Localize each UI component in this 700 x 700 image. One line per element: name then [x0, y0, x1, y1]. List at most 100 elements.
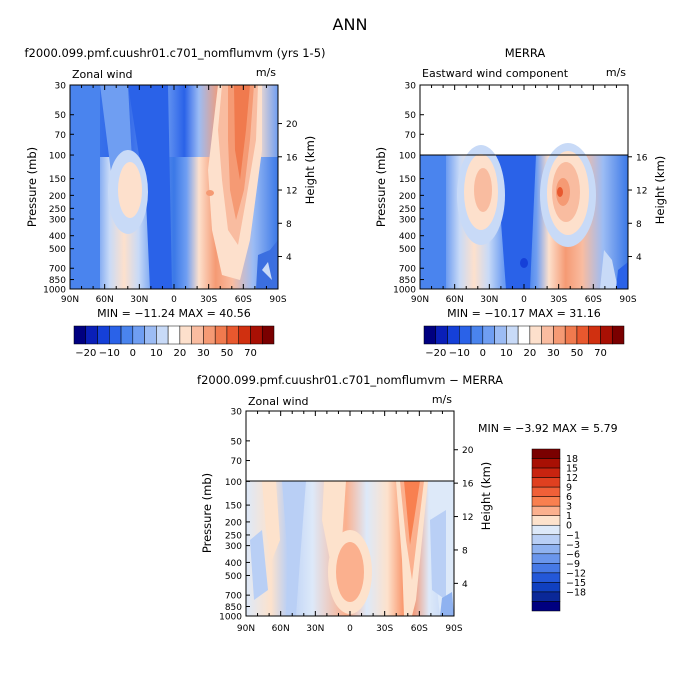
colorbar-swatch — [531, 477, 561, 488]
colorbar-label: 15 — [566, 464, 578, 475]
colorbar-label: −20 — [425, 348, 446, 359]
x-tick-label: 60N — [96, 295, 114, 305]
x-tick-label: 90S — [445, 624, 462, 634]
y-tick-label: 500 — [399, 245, 416, 255]
contour-field — [70, 85, 278, 289]
panel-difference: f2000.099.pmf.cuushr01.c701_nomflumvm − … — [197, 373, 618, 634]
y2-axis-label: Height (km) — [479, 462, 493, 531]
colorbar-label: 0 — [566, 521, 572, 532]
y-axis-label: Pressure (mb) — [200, 473, 214, 553]
y2-tick-label: 4 — [286, 253, 292, 263]
colorbar-swatch — [531, 496, 561, 507]
units-label: m/s — [606, 66, 626, 79]
y2-tick-label: 12 — [636, 187, 647, 197]
x-axis: 90N 60N 30N 0 30S 60S 90S — [237, 411, 463, 634]
y-tick-label: 150 — [399, 175, 416, 185]
colorbar-label: 18 — [566, 454, 578, 465]
y2-tick-label: 4 — [462, 580, 468, 590]
y-tick-label: 850 — [399, 276, 416, 286]
x-tick-label: 60S — [585, 295, 602, 305]
colorbar-swatch — [109, 325, 122, 345]
y-tick-label: 70 — [55, 131, 67, 141]
y2-tick-label: 8 — [462, 546, 468, 556]
colorbar-swatch — [447, 325, 460, 345]
colorbar-swatch — [214, 325, 228, 345]
colorbar-swatch — [529, 325, 542, 345]
y-tick-label: 70 — [405, 131, 417, 141]
x-tick-label: 90N — [61, 295, 79, 305]
panel-title: f2000.099.pmf.cuushr01.c701_nomflumvm − … — [197, 373, 503, 387]
colorbar-label: −1 — [566, 530, 580, 541]
colorbar-swatch — [588, 325, 601, 345]
colorbar-label: −10 — [99, 348, 120, 359]
colorbar-swatch — [120, 325, 134, 345]
x-tick-label: 90N — [237, 624, 255, 634]
units-label: m/s — [432, 393, 452, 406]
colorbar-swatch — [564, 325, 578, 345]
colorbar-label: 50 — [221, 348, 234, 359]
colorbar-swatch — [531, 553, 561, 564]
panel-model: f2000.099.pmf.cuushr01.c701_nomflumvm (y… — [24, 46, 325, 359]
x-tick-label: 60S — [235, 295, 252, 305]
colorbar-label: −15 — [566, 578, 586, 589]
y-tick-label: 200 — [49, 192, 66, 202]
x-tick-label: 30N — [480, 295, 498, 305]
colorbar-label: 20 — [174, 348, 187, 359]
colorbar-swatch — [531, 515, 561, 526]
colorbar-swatch — [238, 325, 251, 345]
y-tick-label: 1000 — [393, 286, 416, 296]
y-axis-label: Pressure (mb) — [374, 147, 388, 227]
colorbar-swatch — [531, 563, 561, 574]
colorbar-label: 70 — [244, 348, 257, 359]
y2-tick-label: 4 — [636, 253, 642, 263]
colorbar-swatch — [167, 325, 181, 345]
colorbar-swatch — [531, 582, 561, 593]
colorbar-label: −20 — [75, 348, 96, 359]
stats-label: MIN = −3.92 MAX = 5.79 — [478, 422, 618, 435]
y-tick-label: 50 — [55, 111, 67, 121]
colorbar-label: 9 — [566, 483, 572, 494]
colorbar-label: −18 — [566, 587, 586, 598]
y-tick-label: 50 — [405, 111, 417, 121]
colorbar-swatch — [531, 467, 561, 478]
y2-axis: 4 8 12 16 20 — [278, 120, 298, 263]
colorbar-label: 12 — [566, 473, 578, 484]
y-tick-label: 300 — [225, 542, 242, 552]
colorbar-swatch — [250, 325, 263, 345]
x-axis: 90N 60N 30N 0 30S 60S 90S — [61, 85, 287, 305]
x-tick-label: 30N — [306, 624, 324, 634]
colorbar-swatch — [517, 325, 531, 345]
y2-tick-label: 12 — [286, 187, 297, 197]
x-tick-label: 90N — [411, 295, 429, 305]
y-tick-label: 400 — [49, 232, 66, 242]
y-tick-label: 100 — [399, 152, 416, 162]
stats-label: MIN = −10.17 MAX = 31.16 — [447, 307, 601, 320]
y-tick-label: 250 — [399, 205, 416, 215]
colorbar-swatch — [203, 325, 216, 345]
y-tick-label: 70 — [231, 457, 243, 467]
colorbar-swatch — [144, 325, 157, 345]
panel-title: f2000.099.pmf.cuushr01.c701_nomflumvm (y… — [24, 46, 325, 60]
y-tick-label: 30 — [405, 82, 417, 92]
colorbar-swatch — [531, 505, 561, 516]
colorbar-label: 10 — [150, 348, 163, 359]
x-tick-label: 30N — [130, 295, 148, 305]
colorbar-swatch — [576, 325, 589, 345]
colorbar-label: 0 — [480, 348, 486, 359]
x-tick-label: 0 — [521, 295, 527, 305]
y-tick-label: 200 — [399, 192, 416, 202]
x-tick-label: 0 — [171, 295, 177, 305]
y-tick-label: 200 — [225, 518, 242, 528]
y-tick-label: 700 — [49, 265, 66, 275]
colorbar-swatch — [531, 544, 561, 555]
x-tick-label: 60S — [411, 624, 428, 634]
y-tick-label: 700 — [225, 592, 242, 602]
x-tick-label: 60N — [272, 624, 290, 634]
colorbar: −20 −10 0 10 20 30 50 70 — [73, 325, 275, 359]
y-tick-label: 500 — [49, 245, 66, 255]
y-tick-label: 300 — [49, 215, 66, 225]
